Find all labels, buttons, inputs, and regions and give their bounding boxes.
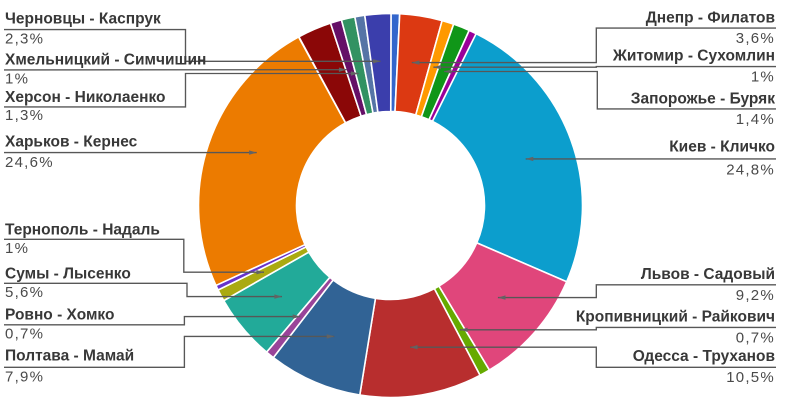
svg-text:5,6%: 5,6%	[5, 284, 44, 301]
svg-text:Львов - Садовый: Львов - Садовый	[641, 266, 775, 283]
svg-text:Тернополь - Надаль: Тернополь - Надаль	[5, 221, 160, 238]
svg-text:7,9%: 7,9%	[5, 369, 44, 386]
svg-text:Сумы - Лысенко: Сумы - Лысенко	[5, 266, 131, 283]
svg-text:0,7%: 0,7%	[5, 326, 44, 343]
svg-text:0,7%: 0,7%	[736, 329, 775, 346]
svg-text:Ровно - Хомко: Ровно - Хомко	[5, 307, 114, 324]
svg-text:1,3%: 1,3%	[5, 107, 44, 124]
svg-text:Днепр - Филатов: Днепр - Филатов	[646, 10, 775, 27]
svg-text:Харьков - Кернес: Харьков - Кернес	[5, 134, 138, 151]
svg-text:2,3%: 2,3%	[5, 30, 44, 47]
svg-text:Кропивницкий - Райкович: Кропивницкий - Райкович	[576, 309, 775, 326]
svg-text:Запорожье - Буряк: Запорожье - Буряк	[631, 90, 775, 107]
svg-text:24,8%: 24,8%	[726, 161, 775, 178]
svg-text:1%: 1%	[5, 71, 29, 88]
svg-text:9,2%: 9,2%	[736, 287, 775, 304]
svg-text:Киев - Кличко: Киев - Кличко	[669, 138, 775, 155]
svg-text:10,5%: 10,5%	[726, 369, 775, 386]
svg-text:Херсон - Николаенко: Херсон - Николаенко	[5, 89, 165, 106]
svg-text:1,4%: 1,4%	[736, 111, 775, 128]
svg-text:Черновцы - Каспрук: Черновцы - Каспрук	[5, 10, 161, 27]
svg-text:1%: 1%	[751, 69, 775, 86]
svg-text:24,6%: 24,6%	[5, 154, 54, 171]
svg-text:Полтава - Мамай: Полтава - Мамай	[5, 347, 134, 364]
svg-text:Хмельницкий - Симчишин: Хмельницкий - Симчишин	[5, 52, 206, 69]
svg-text:3,6%: 3,6%	[736, 30, 775, 47]
svg-text:Одесса - Труханов: Одесса - Труханов	[633, 348, 775, 365]
svg-text:Житомир - Сухомлин: Житомир - Сухомлин	[612, 48, 775, 65]
svg-text:1%: 1%	[5, 240, 29, 257]
